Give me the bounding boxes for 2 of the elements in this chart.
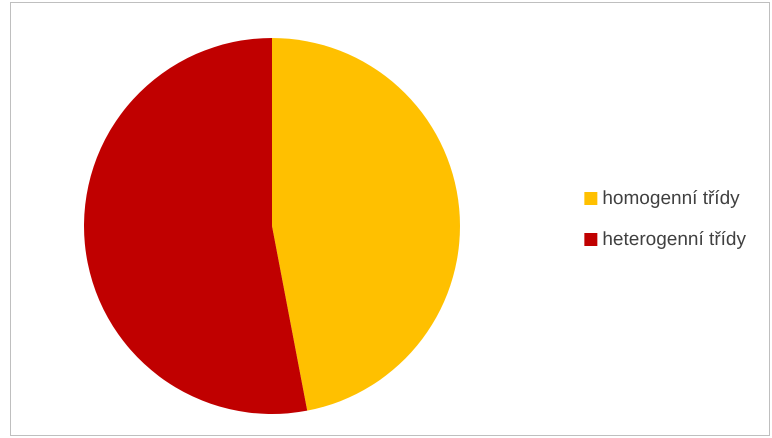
legend-label: heterogenní třídy xyxy=(602,229,746,250)
legend-label: homogenní třídy xyxy=(602,188,740,209)
